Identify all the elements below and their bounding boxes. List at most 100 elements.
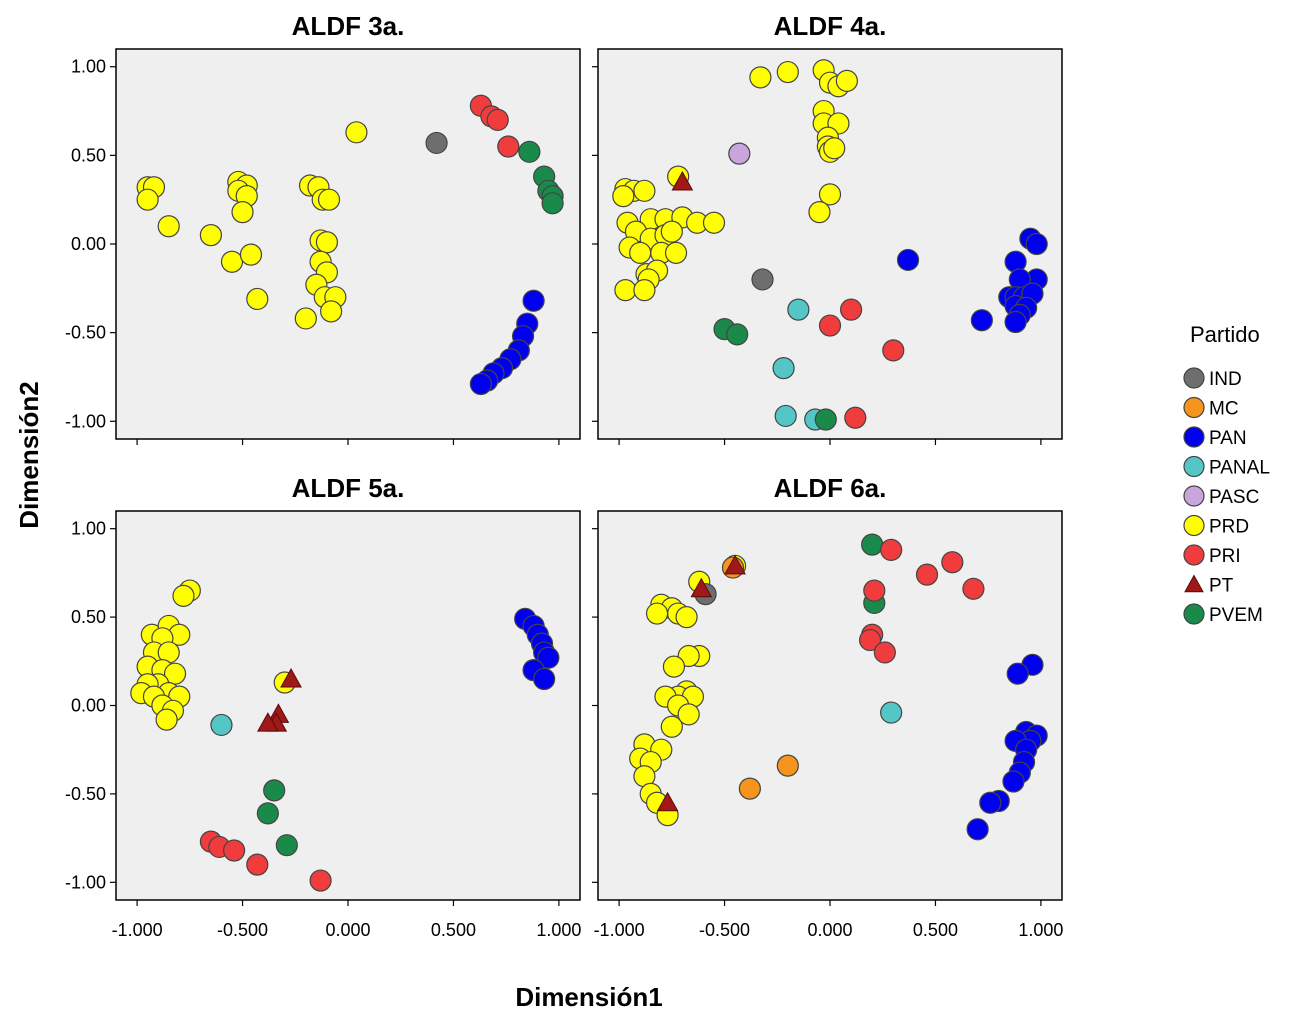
point-pt [656, 791, 679, 812]
legend-item-pan: PAN [1183, 426, 1247, 449]
point-prd [808, 200, 831, 224]
y-tick-label: 1.00 [71, 57, 106, 77]
point-panal [774, 404, 797, 428]
x-tick-label: -1.000 [112, 920, 163, 940]
plot-area [115, 510, 581, 901]
point-prd [239, 243, 263, 266]
plot-area [115, 48, 581, 440]
point-mc [776, 754, 799, 777]
point-pri [863, 579, 886, 602]
x-tick-label: 0.500 [913, 920, 958, 940]
point-prd [246, 287, 269, 311]
legend-label: MC [1209, 399, 1239, 420]
legend-marker [1184, 574, 1204, 593]
point-prd [294, 307, 317, 330]
panel-title: ALDF 3a. [292, 11, 405, 41]
panel-2: ALDF 4a. [592, 11, 1063, 445]
point-prd [136, 188, 159, 211]
x-tick-label: 0.000 [325, 920, 370, 940]
point-pri [497, 135, 520, 158]
point-pt [280, 667, 302, 688]
point-pt [671, 170, 694, 191]
point-prd [776, 60, 799, 84]
point-panal [772, 356, 795, 380]
legend-marker [1183, 396, 1205, 419]
panel-title: ALDF 6a. [774, 473, 887, 503]
point-pan [1006, 662, 1029, 685]
point-prd [835, 69, 858, 93]
point-pvem [814, 408, 837, 431]
point-pan [537, 646, 560, 669]
point-prd [660, 220, 683, 243]
point-pan [533, 667, 556, 691]
point-prd [155, 708, 178, 731]
x-tick-label: 1.000 [1018, 920, 1063, 940]
point-pvem [861, 533, 884, 556]
x-tick-label: -0.500 [217, 920, 268, 940]
point-prd [645, 602, 669, 625]
point-pasc [728, 142, 751, 165]
point-pri [858, 628, 882, 652]
legend-label: PT [1209, 576, 1234, 597]
y-tick-label: 1.00 [71, 519, 106, 539]
y-axis-title: Dimensión2 [14, 381, 44, 528]
point-pri [962, 577, 985, 600]
legend-title: Partido [1190, 322, 1260, 347]
legend-label: PANAL [1209, 458, 1270, 479]
panel-title: ALDF 5a. [292, 473, 405, 503]
point-pvem [256, 802, 279, 825]
point-pvem [541, 192, 564, 215]
point-pri [486, 108, 509, 132]
point-pt [257, 712, 279, 732]
point-pan [970, 309, 993, 332]
point-prd [662, 655, 686, 678]
point-prd [345, 121, 368, 144]
point-pan [979, 791, 1002, 814]
point-pt [724, 554, 746, 575]
y-tick-label: 0.50 [71, 607, 106, 627]
legend-marker [1183, 544, 1205, 566]
legend-label: PASC [1209, 487, 1259, 508]
point-pan [522, 289, 545, 312]
point-ind [425, 131, 448, 155]
point-pri [309, 869, 332, 892]
x-tick-label: 0.500 [431, 920, 476, 940]
point-panal [787, 298, 810, 321]
point-pvem [518, 140, 541, 163]
point-pan [1025, 232, 1048, 256]
point-prd [172, 584, 195, 607]
point-panal [880, 701, 903, 724]
legend: Partido IND MC PAN PANAL PASC PRD PRI PT PVEM [1183, 322, 1270, 626]
point-prd [818, 183, 842, 206]
point-pri [880, 538, 903, 562]
point-prd [633, 179, 656, 202]
x-tick-label: -1.000 [594, 920, 645, 940]
point-pan [896, 248, 920, 272]
panel-3: ALDF 5a. 1.00 0.50 0.00 -0.50 -1.00 -1.000 -0.5… [65, 473, 581, 940]
point-prd [629, 241, 652, 264]
y-tick-label: -1.00 [65, 411, 106, 431]
legend-item-pt: PT [1184, 574, 1234, 597]
point-prd [157, 215, 180, 238]
legend-item-pvem: PVEM [1183, 603, 1263, 626]
panel-1: ALDF 3a. 1.00 0.50 0.00 -0.50 -1.00 [65, 11, 581, 445]
legend-marker [1183, 367, 1205, 389]
point-pri [818, 314, 842, 337]
point-prd [315, 231, 339, 254]
legend-label: PRD [1209, 517, 1249, 538]
point-pri [873, 641, 896, 664]
legend-label: PAN [1209, 428, 1247, 449]
point-pt [690, 577, 713, 598]
point-pri [882, 339, 905, 362]
legend-label: IND [1209, 369, 1242, 390]
point-pri [844, 406, 867, 429]
point-prd [749, 66, 772, 89]
point-prd [320, 300, 343, 323]
point-pan [966, 818, 989, 841]
point-prd [633, 278, 656, 302]
legend-marker [1183, 455, 1205, 478]
point-pri [223, 839, 246, 862]
y-tick-label: -0.50 [65, 784, 106, 804]
y-tick-label: 0.00 [71, 234, 106, 254]
